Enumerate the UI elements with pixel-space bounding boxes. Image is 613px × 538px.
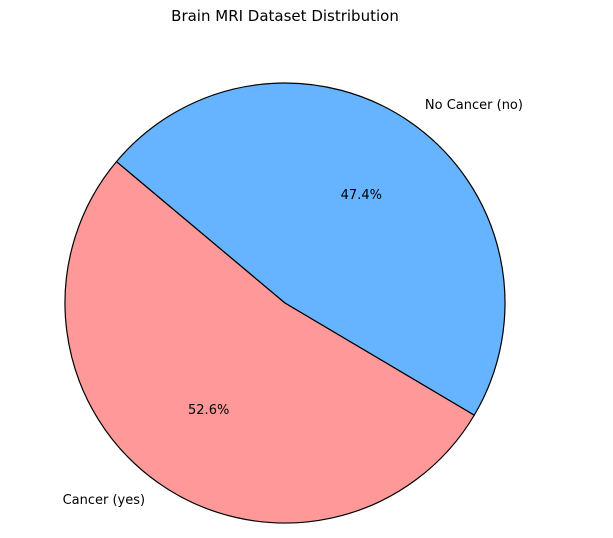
slice-percent-0: 52.6%: [188, 403, 229, 418]
slice-percent-1: 47.4%: [341, 188, 382, 203]
slice-label-0: Cancer (yes): [63, 493, 146, 508]
slice-label-1: No Cancer (no): [425, 98, 523, 113]
pie-slice-0: [64, 160, 475, 524]
pie-slices: [64, 82, 506, 524]
chart-title: Brain MRI Dataset Distribution: [171, 7, 399, 25]
pie-slice-1: [115, 82, 506, 416]
pie-labels: Cancer (yes) 52.6% No Cancer (no) 47.4%: [63, 98, 523, 508]
